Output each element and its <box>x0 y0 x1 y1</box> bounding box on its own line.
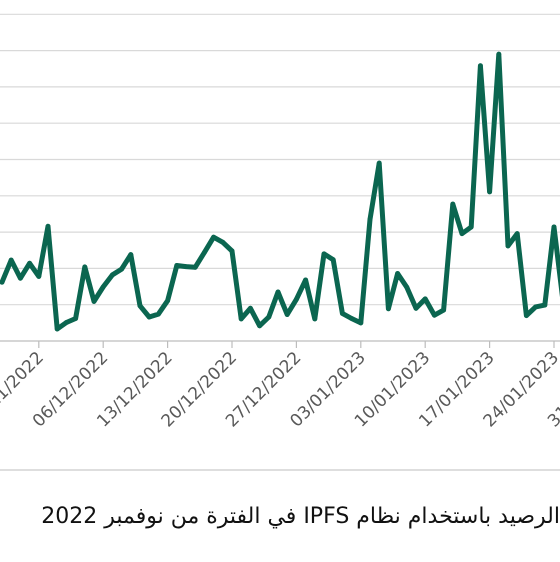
data-point <box>192 264 198 270</box>
data-point <box>64 320 69 325</box>
data-point <box>275 289 281 295</box>
data-point <box>27 260 32 266</box>
data-point <box>450 201 456 207</box>
data-point <box>524 313 529 318</box>
data-point <box>358 320 364 326</box>
chart-caption: الرصيد باستخدام نظام IPFS في الفترة من ن… <box>41 504 560 529</box>
data-point <box>459 231 465 237</box>
data-point <box>45 223 51 229</box>
gridlines <box>0 13 560 342</box>
data-point <box>202 250 207 255</box>
data-point <box>533 304 538 310</box>
data-point <box>36 274 42 279</box>
data-point <box>266 314 272 320</box>
data-point <box>257 323 262 329</box>
data-point <box>551 224 557 230</box>
data-point <box>146 314 152 320</box>
data-point <box>119 266 124 272</box>
data-point <box>183 264 189 269</box>
data-point <box>505 243 511 249</box>
data-point <box>229 248 235 254</box>
data-point <box>294 296 299 302</box>
series-line <box>0 51 560 332</box>
data-point <box>321 251 327 257</box>
data-point <box>376 160 382 166</box>
data-point <box>220 239 226 245</box>
data-point <box>18 275 23 281</box>
data-point <box>367 217 373 222</box>
data-point <box>330 257 336 263</box>
data-point <box>514 231 520 237</box>
data-point <box>128 252 134 257</box>
data-point <box>312 316 318 322</box>
data-point <box>422 296 428 302</box>
data-point <box>542 302 548 308</box>
data-point <box>349 316 354 321</box>
data-point <box>284 312 290 317</box>
data-point <box>487 189 492 195</box>
data-point <box>432 312 437 318</box>
data-point <box>0 279 5 285</box>
data-point <box>174 263 180 268</box>
data-point <box>8 257 14 263</box>
data-point <box>165 298 171 304</box>
data-point <box>413 305 419 311</box>
series-group <box>0 51 560 332</box>
data-point <box>137 303 143 309</box>
data-point <box>82 264 88 270</box>
data-point <box>211 234 217 240</box>
data-point <box>496 51 502 57</box>
data-point <box>91 299 97 304</box>
data-point <box>441 307 446 313</box>
data-point <box>156 311 161 317</box>
data-point <box>395 271 400 276</box>
data-point <box>468 224 474 230</box>
data-point <box>386 306 391 312</box>
x-axis: 29/11/202206/12/202213/12/202220/12/2022… <box>0 341 560 431</box>
data-point <box>238 316 244 322</box>
data-point <box>54 326 60 332</box>
data-point <box>404 284 410 290</box>
data-point <box>248 305 253 311</box>
data-point <box>100 284 106 290</box>
data-point <box>303 277 308 283</box>
data-point <box>478 63 483 69</box>
data-point <box>110 272 115 278</box>
data-point <box>73 316 78 321</box>
data-point <box>340 311 345 316</box>
